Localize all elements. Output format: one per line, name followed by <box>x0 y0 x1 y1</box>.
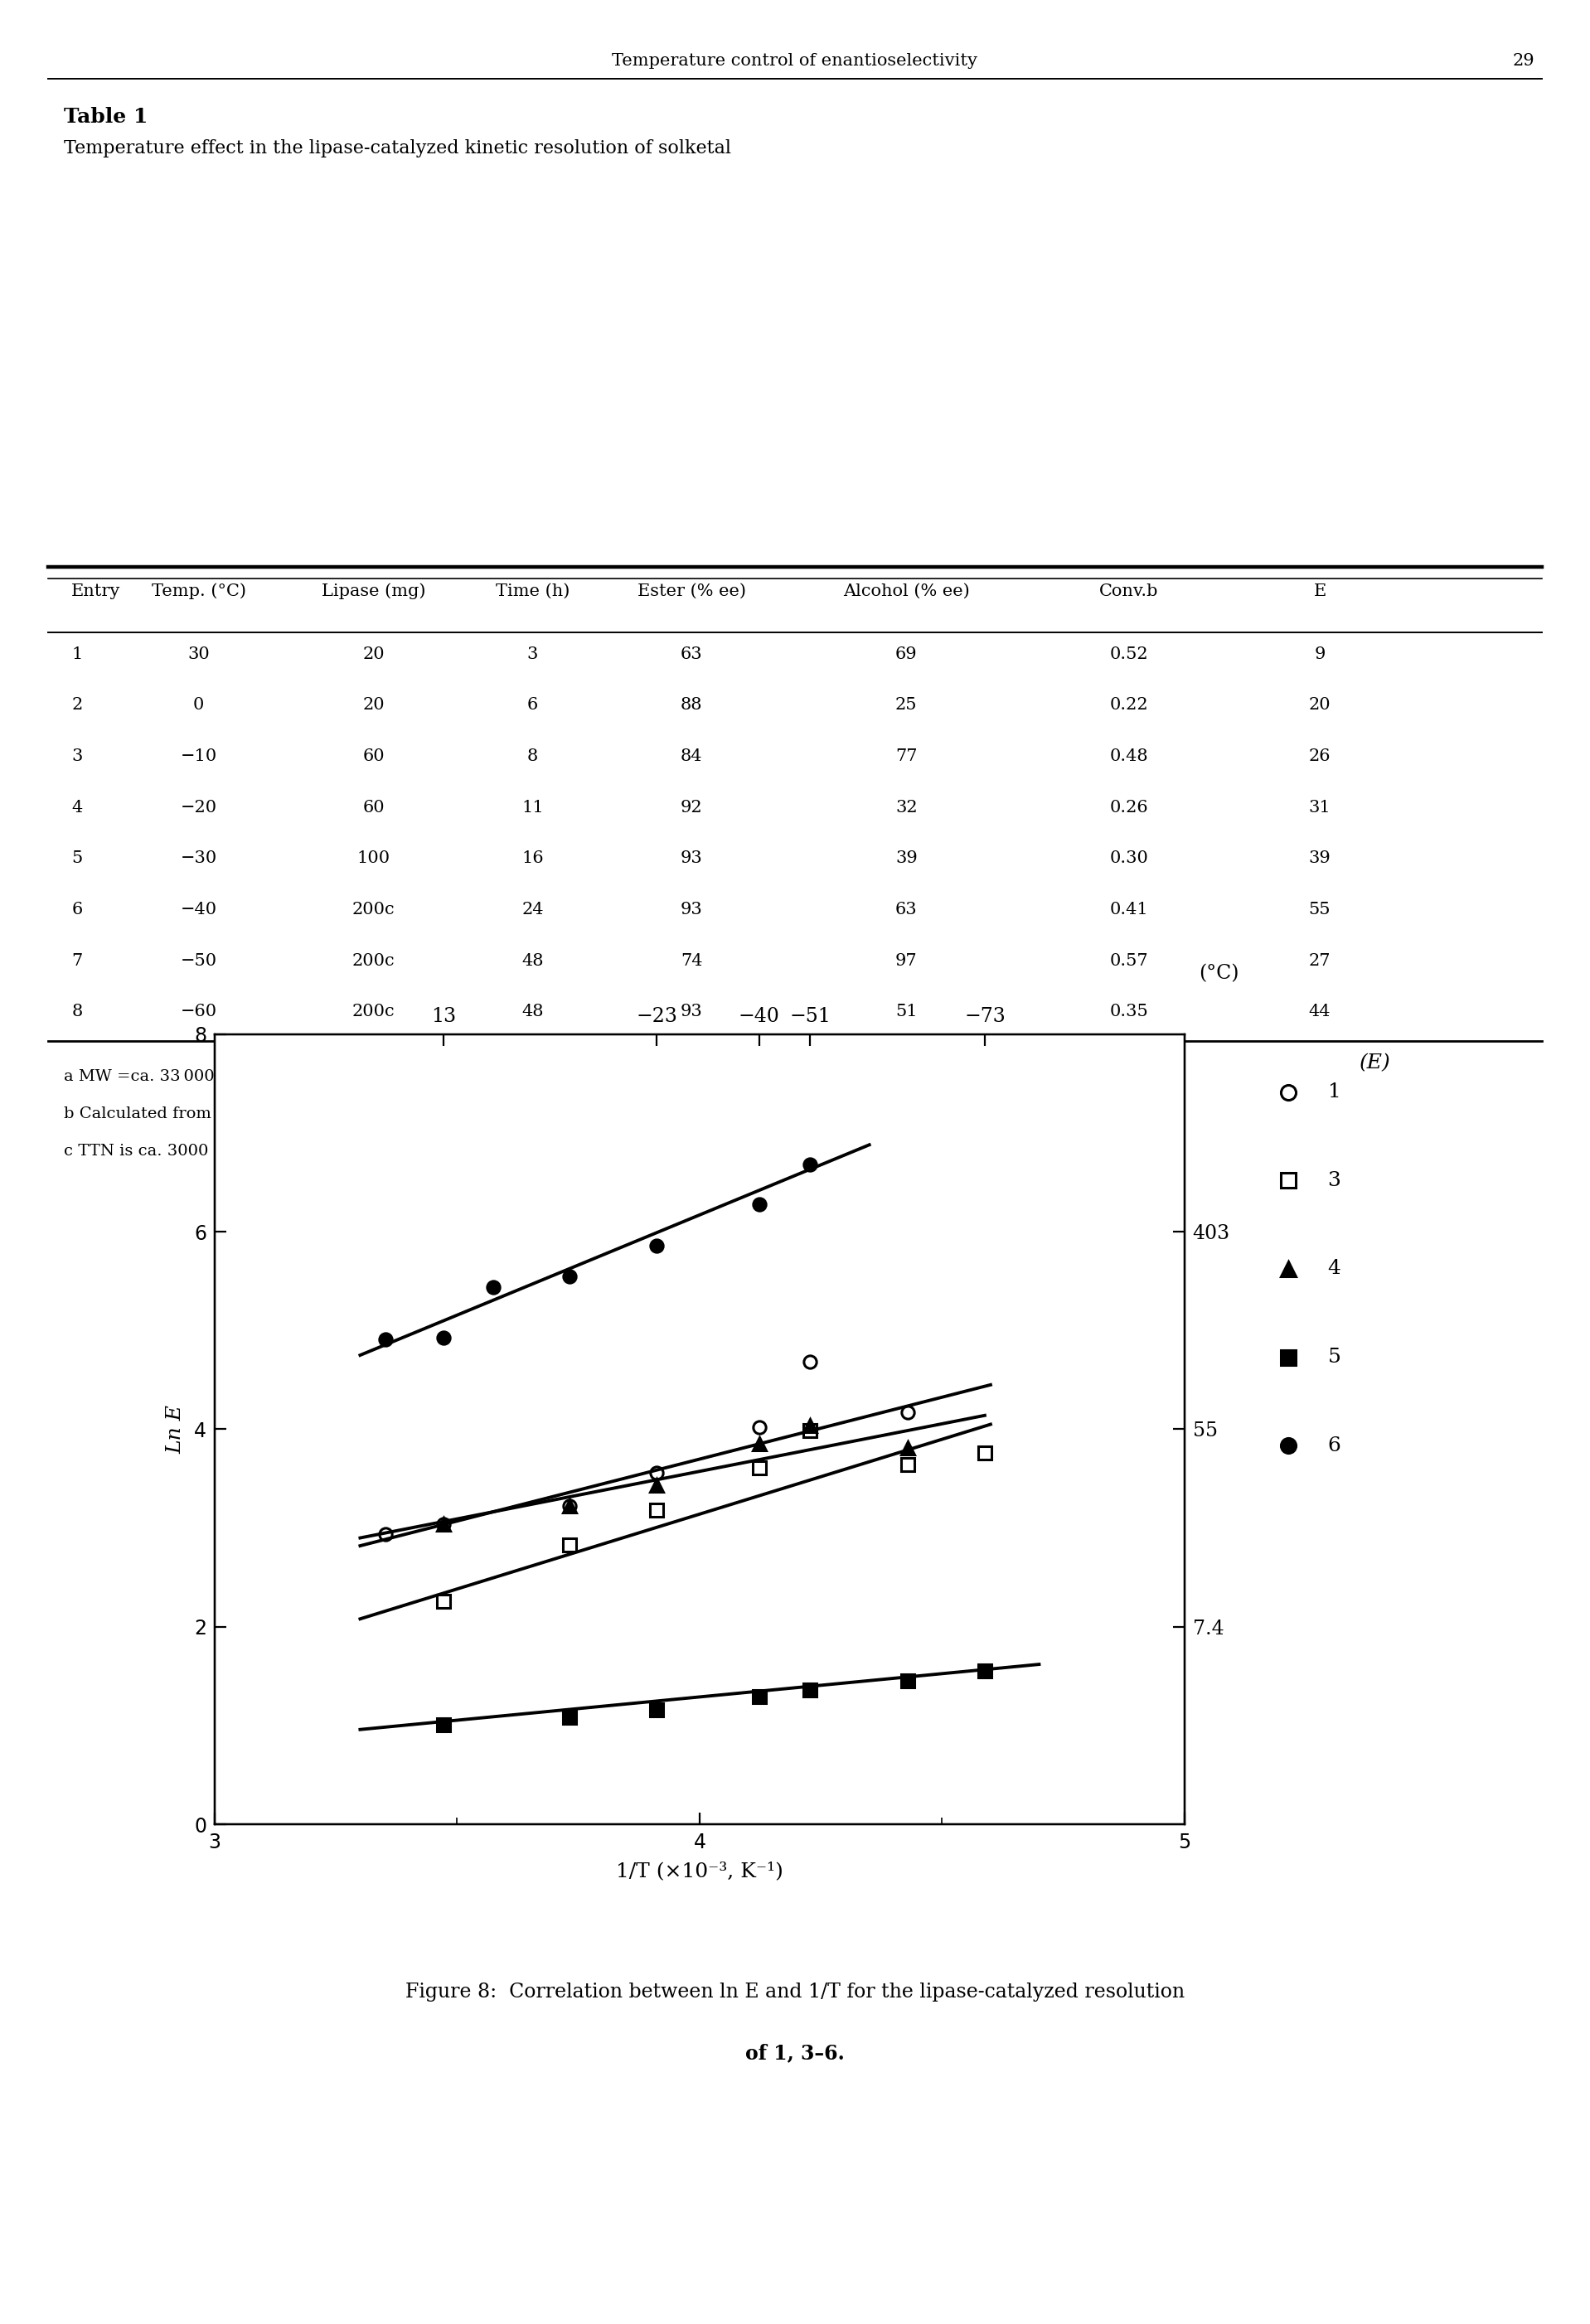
Text: 8: 8 <box>528 748 537 765</box>
Text: 51: 51 <box>895 1004 917 1020</box>
Text: 92: 92 <box>681 799 703 816</box>
Text: 32: 32 <box>895 799 917 816</box>
Text: 7: 7 <box>72 953 83 969</box>
Text: 20: 20 <box>363 646 385 662</box>
Text: −20: −20 <box>180 799 218 816</box>
Text: −50: −50 <box>180 953 218 969</box>
Text: −60: −60 <box>180 1004 218 1020</box>
Text: 30: 30 <box>188 646 210 662</box>
Text: 20: 20 <box>363 697 385 713</box>
Text: 4: 4 <box>72 799 83 816</box>
Text: Ester (% ee): Ester (% ee) <box>638 583 746 600</box>
Text: (°C): (°C) <box>1199 964 1239 983</box>
Text: 31: 31 <box>1309 799 1331 816</box>
Text: 6: 6 <box>528 697 537 713</box>
Text: 1: 1 <box>1328 1083 1340 1102</box>
Text: 4: 4 <box>1328 1260 1340 1278</box>
Text: 0: 0 <box>194 697 204 713</box>
Text: 48: 48 <box>522 1004 544 1020</box>
Text: a MW =ca. 33 000. Lipase (ca. 1% w/w) is absorbed on Celite.: a MW =ca. 33 000. Lipase (ca. 1% w/w) is… <box>64 1069 572 1085</box>
Text: 74: 74 <box>681 953 703 969</box>
Text: 93: 93 <box>681 851 703 867</box>
Text: b Calculated from ee(s).: b Calculated from ee(s). <box>64 1106 261 1120</box>
Text: 1: 1 <box>72 646 83 662</box>
Text: 100: 100 <box>358 851 390 867</box>
Text: 69: 69 <box>895 646 917 662</box>
Text: 6: 6 <box>1328 1436 1340 1455</box>
Text: 60: 60 <box>363 799 385 816</box>
Text: 0.52: 0.52 <box>1110 646 1148 662</box>
Text: 44: 44 <box>1309 1004 1331 1020</box>
Text: E: E <box>1313 583 1326 600</box>
Text: −40: −40 <box>180 902 218 918</box>
Text: 20: 20 <box>1309 697 1331 713</box>
Text: Figure 8:  Correlation between ln E and 1/T for the lipase-catalyzed resolution: Figure 8: Correlation between ln E and 1… <box>405 1982 1185 2001</box>
Text: 3: 3 <box>528 646 537 662</box>
Text: 60: 60 <box>363 748 385 765</box>
Text: Alcohol (% ee): Alcohol (% ee) <box>843 583 970 600</box>
Text: Temperature control of enantioselectivity: Temperature control of enantioselectivit… <box>612 53 978 70</box>
Text: 24: 24 <box>522 902 544 918</box>
Text: 3: 3 <box>1328 1171 1340 1190</box>
Text: 0.22: 0.22 <box>1110 697 1148 713</box>
Text: −30: −30 <box>180 851 218 867</box>
Text: 5: 5 <box>72 851 83 867</box>
Text: 97: 97 <box>895 953 917 969</box>
Text: 3: 3 <box>72 748 83 765</box>
Text: Table 1: Table 1 <box>64 107 148 128</box>
Text: 0.26: 0.26 <box>1110 799 1148 816</box>
Text: Conv.b: Conv.b <box>1099 583 1159 600</box>
Y-axis label: Ln E: Ln E <box>165 1404 184 1455</box>
Text: Temp. (°C): Temp. (°C) <box>151 583 246 600</box>
Text: 25: 25 <box>895 697 917 713</box>
Text: 84: 84 <box>681 748 703 765</box>
Text: 0.48: 0.48 <box>1110 748 1148 765</box>
Text: 5: 5 <box>1328 1348 1340 1367</box>
Text: 8: 8 <box>72 1004 83 1020</box>
Text: 55: 55 <box>1309 902 1331 918</box>
Text: 200c: 200c <box>353 1004 394 1020</box>
Text: 39: 39 <box>895 851 917 867</box>
Text: 63: 63 <box>681 646 703 662</box>
Text: 63: 63 <box>895 902 917 918</box>
Text: (E): (E) <box>1359 1055 1390 1074</box>
Text: 26: 26 <box>1309 748 1331 765</box>
Text: 29: 29 <box>1512 53 1534 70</box>
Text: 2: 2 <box>72 697 83 713</box>
Text: 77: 77 <box>895 748 917 765</box>
Text: 93: 93 <box>681 902 703 918</box>
Text: of 1, 3–6.: of 1, 3–6. <box>746 2043 844 2064</box>
Text: 0.41: 0.41 <box>1110 902 1148 918</box>
Text: −10: −10 <box>180 748 218 765</box>
Text: 27: 27 <box>1309 953 1331 969</box>
Text: 39: 39 <box>1309 851 1331 867</box>
Text: 0.35: 0.35 <box>1110 1004 1148 1020</box>
Text: 11: 11 <box>522 799 544 816</box>
Text: Time (h): Time (h) <box>496 583 569 600</box>
Text: Lipase (mg): Lipase (mg) <box>321 583 426 600</box>
Text: c TTN is ca. 3000 at 50% conversion.: c TTN is ca. 3000 at 50% conversion. <box>64 1143 370 1157</box>
Text: 9: 9 <box>1315 646 1324 662</box>
Text: 0.30: 0.30 <box>1110 851 1148 867</box>
Text: 6: 6 <box>72 902 83 918</box>
Text: 88: 88 <box>681 697 703 713</box>
Text: 200c: 200c <box>353 953 394 969</box>
Text: 0.57: 0.57 <box>1110 953 1148 969</box>
X-axis label: 1/T (×10⁻³, K⁻¹): 1/T (×10⁻³, K⁻¹) <box>615 1862 784 1880</box>
Text: 16: 16 <box>522 851 544 867</box>
Text: 48: 48 <box>522 953 544 969</box>
Text: 200c: 200c <box>353 902 394 918</box>
Text: Entry: Entry <box>72 583 121 600</box>
Text: 93: 93 <box>681 1004 703 1020</box>
Text: Temperature effect in the lipase-catalyzed kinetic resolution of solketal: Temperature effect in the lipase-catalyz… <box>64 139 731 158</box>
